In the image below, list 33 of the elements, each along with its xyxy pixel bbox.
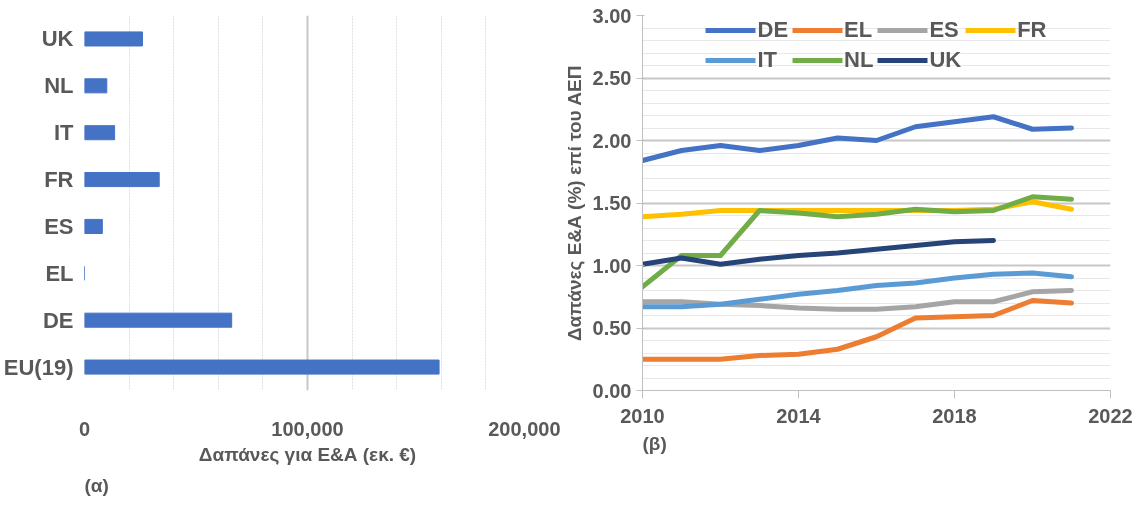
- x-tick-label: 2010: [620, 404, 665, 427]
- x-tick-label: 2014: [776, 404, 822, 427]
- x-tick-label: 100,000: [271, 417, 344, 440]
- y-tick-label: 1.00: [592, 254, 632, 277]
- y-tick-label: EU(19): [3, 354, 74, 380]
- y-tick-label: IT: [53, 120, 75, 146]
- y-tick-label: 3.00: [592, 4, 632, 27]
- legend-label: IT: [757, 47, 778, 73]
- y-tick-label: 0.50: [592, 317, 632, 339]
- y-tick-label: NL: [44, 73, 74, 99]
- y-tick-label: 1.50: [592, 192, 632, 214]
- y-tick-label: 0.00: [592, 379, 632, 402]
- y-tick-label: EL: [45, 260, 74, 286]
- y-tick-label: FR: [44, 167, 74, 193]
- legend-label: NL: [844, 47, 874, 73]
- y-tick-label: ES: [44, 213, 74, 239]
- y-axis-title: Δαπάνες Ε&Α (%) επί του ΑΕΠ: [563, 65, 585, 342]
- text: (α): [84, 474, 109, 496]
- legend-label: EL: [844, 17, 873, 43]
- x-tick-label: 2022: [1088, 404, 1133, 427]
- y-tick-label: 2.00: [592, 129, 632, 152]
- y-tick-label: 2.50: [592, 67, 632, 89]
- text: (β): [642, 432, 667, 454]
- legend-label: DE: [757, 17, 789, 43]
- x-tick-label: 0: [78, 417, 91, 440]
- x-tick-label: 200,000: [488, 417, 561, 440]
- legend-label: ES: [929, 17, 959, 43]
- x-tick-label: 2018: [932, 404, 977, 427]
- x-axis-title: Δαπάνες για Ε&Α (εκ. €): [198, 443, 417, 465]
- legend-label: FR: [1017, 17, 1047, 43]
- y-tick-label: UK: [41, 26, 74, 52]
- legend-label: UK: [929, 47, 962, 73]
- y-tick-label: DE: [42, 307, 74, 333]
